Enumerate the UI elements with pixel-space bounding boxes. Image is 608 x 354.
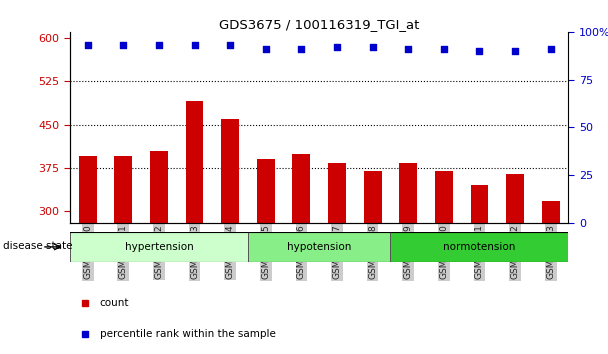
Bar [114, 156, 133, 223]
Bar [506, 174, 524, 223]
Bar [248, 232, 390, 262]
Bar [364, 171, 382, 223]
Point [261, 46, 271, 52]
Point [190, 42, 199, 48]
Text: percentile rank within the sample: percentile rank within the sample [100, 329, 275, 339]
Bar [70, 232, 248, 262]
Bar [390, 232, 568, 262]
Title: GDS3675 / 100116319_TGI_at: GDS3675 / 100116319_TGI_at [219, 18, 420, 31]
Bar [150, 150, 168, 223]
Bar [79, 156, 97, 223]
Bar [221, 119, 239, 223]
Bar [542, 201, 559, 223]
Bar [328, 163, 346, 223]
Bar [257, 159, 275, 223]
Point [546, 46, 556, 52]
Point [226, 42, 235, 48]
Bar [185, 101, 204, 223]
Point [403, 46, 413, 52]
Point [510, 48, 520, 54]
Point [368, 44, 378, 50]
Point [119, 42, 128, 48]
Bar [471, 185, 488, 223]
Point [475, 48, 485, 54]
Text: hypertension: hypertension [125, 242, 193, 252]
Point [83, 42, 92, 48]
Point [332, 44, 342, 50]
Text: hypotension: hypotension [287, 242, 351, 252]
Point [154, 42, 164, 48]
Bar [292, 154, 310, 223]
Point [297, 46, 306, 52]
Text: normotension: normotension [443, 242, 516, 252]
Point [439, 46, 449, 52]
Text: disease state: disease state [3, 241, 72, 251]
Bar [399, 163, 417, 223]
Bar [435, 171, 453, 223]
Text: count: count [100, 298, 130, 308]
